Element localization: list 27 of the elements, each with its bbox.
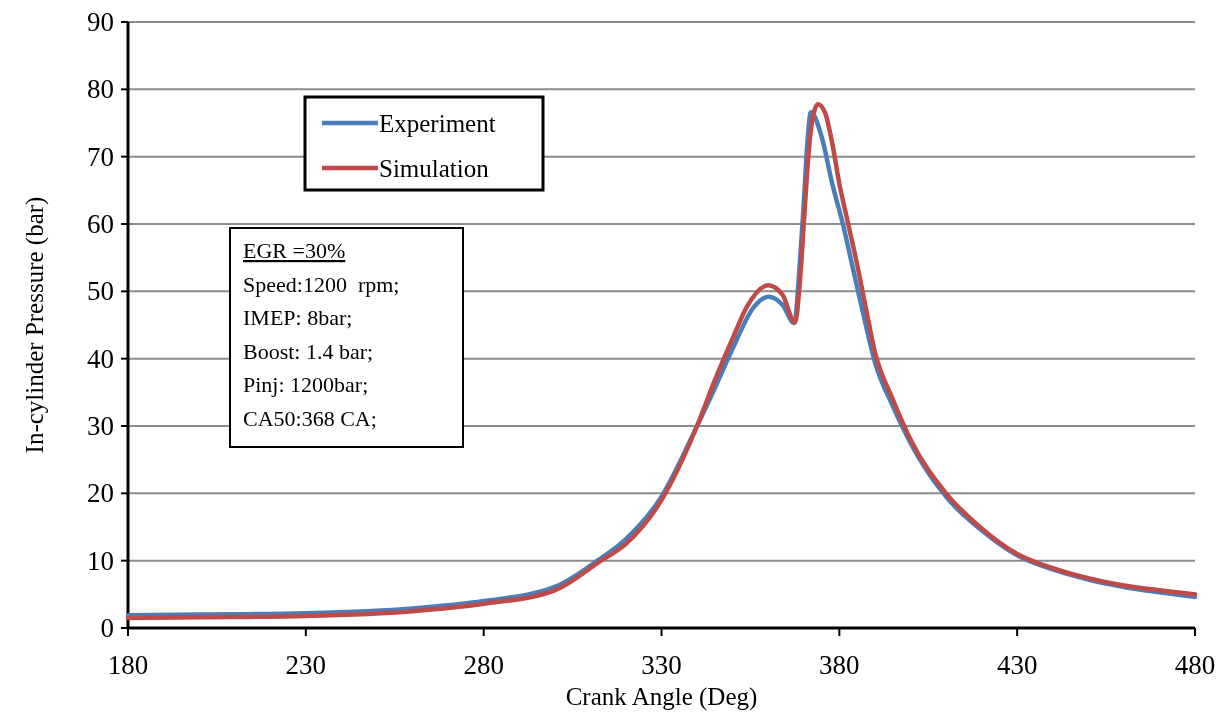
y-tick-label: 90 bbox=[87, 7, 114, 37]
annotation: IMEP: 8bar; bbox=[243, 305, 353, 330]
y-tick-label: 50 bbox=[87, 276, 114, 307]
annotation: Pinj: 1200bar; bbox=[243, 372, 369, 397]
x-tick-label: 180 bbox=[107, 650, 149, 680]
y-tick-label: 20 bbox=[87, 478, 114, 509]
annotation: CA50:368 CA; bbox=[243, 405, 377, 431]
y-tick-label: 0 bbox=[100, 613, 114, 643]
x-axis-title: Crank Angle (Deg) bbox=[565, 683, 758, 711]
x-tick-label: 380 bbox=[819, 650, 860, 680]
y-tick-label: 70 bbox=[87, 141, 114, 172]
annotation: EGR =30% bbox=[243, 238, 346, 263]
annotation: Speed:1200 rpm; bbox=[243, 271, 400, 297]
x-tick-label: 280 bbox=[463, 650, 504, 680]
annotation: Boost: 1.4 bar; bbox=[243, 338, 374, 364]
y-tick-label: 40 bbox=[87, 343, 114, 374]
legend-label: Simulation bbox=[379, 154, 490, 182]
x-tick-label: 330 bbox=[641, 650, 682, 680]
y-axis-title: In-cylinder Pressure (bar) bbox=[21, 196, 49, 454]
y-tick-label: 30 bbox=[87, 411, 114, 441]
x-tick-label: 480 bbox=[1174, 650, 1216, 680]
y-tick-label: 60 bbox=[87, 209, 114, 239]
x-tick-label: 230 bbox=[285, 650, 327, 680]
x-tick-label: 430 bbox=[996, 650, 1038, 680]
y-tick-label: 10 bbox=[87, 545, 114, 576]
y-tick-label: 80 bbox=[87, 74, 114, 105]
legend-label: Experiment bbox=[379, 109, 496, 137]
